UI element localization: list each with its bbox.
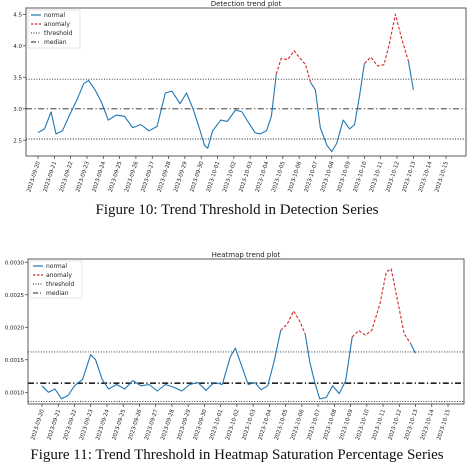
normal-series-line (304, 333, 353, 400)
x-tick-label: 2023-09-21 (47, 409, 63, 441)
y-tick-label: 4.5 (13, 12, 22, 18)
x-tick-label: 2023-09-25 (108, 160, 124, 193)
x-tick-label: 2023-09-27 (144, 408, 160, 441)
x-tick-label: 2023-10-05 (274, 408, 290, 441)
anomaly-series-line (351, 268, 412, 344)
normal-series-line (410, 343, 416, 354)
x-tick-label: 2023-10-12 (388, 409, 404, 441)
x-tick-label: 2023-09-30 (190, 160, 206, 193)
legend-label: anomaly (46, 272, 72, 279)
x-tick-label: 2023-10-03 (241, 408, 257, 441)
x-tick-label: 2023-09-24 (92, 160, 108, 193)
y-tick-label: 0.0010 (5, 390, 25, 396)
y-tick-label: 3.5 (13, 75, 22, 81)
x-tick-label: 2023-09-23 (79, 408, 95, 441)
x-tick-label: 2023-09-22 (59, 161, 75, 193)
y-tick-label: 4.0 (13, 44, 22, 50)
x-tick-label: 2023-10-12 (385, 161, 401, 193)
x-tick-label: 2023-10-01 (209, 409, 225, 441)
anomaly-series-line (280, 310, 306, 335)
x-tick-label: 2023-10-08 (323, 408, 339, 441)
x-tick-label: 2023-10-02 (225, 409, 241, 441)
x-tick-label: 2023-09-20 (30, 408, 46, 441)
x-tick-label: 2023-10-14 (418, 160, 434, 193)
x-tick-label: 2023-10-15 (436, 408, 452, 441)
x-tick-label: 2023-10-09 (336, 160, 352, 193)
x-tick-label: 2023-10-13 (402, 160, 418, 193)
figure-caption: Figure 10: Trend Threshold in Detection … (95, 202, 379, 218)
normal-series-line (41, 330, 282, 400)
legend-box (27, 9, 81, 49)
plot-frame (27, 258, 465, 405)
x-tick-label: 2023-10-13 (404, 408, 420, 441)
y-tick-label: 0.0015 (5, 358, 25, 364)
x-tick-label: 2023-09-23 (75, 160, 91, 193)
x-tick-label: 2023-10-01 (206, 161, 222, 193)
legend-label: median (46, 290, 69, 297)
x-tick-label: 2023-10-03 (238, 160, 254, 193)
anomaly-series-line (275, 50, 312, 83)
anomaly-series-line (364, 13, 410, 67)
figure-caption: Figure 11: Trend Threshold in Heatmap Sa… (30, 447, 444, 463)
legend: normal anomaly threshold median (27, 9, 81, 49)
x-tick-label: 2023-09-26 (128, 408, 144, 441)
x-tick-label: 2023-10-10 (355, 408, 371, 441)
x-tick-label: 2023-10-11 (371, 409, 387, 441)
legend-label: median (44, 39, 67, 46)
x-tick-label: 2023-09-25 (112, 408, 128, 441)
detection-trend-chart: Detection trend plot 2.5 3.0 3.5 4.0 4.5 2023… (13, 0, 467, 193)
y-tick-label: 3.0 (13, 107, 22, 113)
x-tick-label: 2023-10-05 (271, 160, 287, 193)
normal-series-line (37, 74, 277, 149)
normal-series-line (407, 61, 414, 90)
x-tick-label: 2023-09-27 (141, 160, 157, 193)
x-tick-label: 2023-10-10 (353, 160, 369, 193)
y-tick-label: 0.0025 (5, 293, 25, 299)
normal-series-line (310, 63, 365, 153)
legend-box (29, 260, 83, 299)
x-tick-label: 2023-09-26 (124, 160, 140, 193)
x-tick-label: 2023-10-14 (420, 408, 436, 441)
x-tick-label: 2023-09-24 (95, 408, 111, 441)
x-tick-label: 2023-10-07 (306, 408, 322, 441)
x-tick-label: 2023-09-30 (193, 408, 209, 441)
x-tick-label: 2023-09-21 (43, 161, 59, 193)
x-tick-label: 2023-10-09 (339, 408, 355, 441)
legend-label: normal (44, 12, 65, 19)
y-tick-label: 0.0030 (5, 260, 25, 266)
x-tick-label: 2023-10-11 (369, 161, 385, 193)
legend: normal anomaly threshold median (29, 260, 83, 299)
chart-title: Detection trend plot (211, 0, 282, 8)
x-tick-label: 2023-09-28 (157, 160, 173, 193)
x-tick-label: 2023-10-04 (255, 160, 271, 193)
x-tick-label: 2023-10-06 (287, 160, 303, 193)
x-tick-label: 2023-10-06 (290, 408, 306, 441)
x-tick-label: 2023-09-20 (26, 160, 42, 193)
x-tick-label: 2023-09-29 (173, 160, 189, 193)
x-tick-label: 2023-10-07 (304, 160, 320, 193)
chart-title: Heatmap trend plot (212, 251, 281, 259)
x-tick-label: 2023-09-22 (63, 409, 79, 441)
y-tick-label: 2.5 (13, 138, 22, 144)
y-tick-label: 0.0020 (5, 325, 25, 331)
legend-label: anomaly (44, 21, 70, 28)
legend-label: threshold (44, 30, 72, 37)
x-tick-label: 2023-10-15 (434, 160, 450, 193)
x-tick-label: 2023-09-28 (160, 408, 176, 441)
heatmap-trend-chart: Heatmap trend plot 0.0010 0.0015 0.0020 0.0… (5, 251, 465, 441)
legend-label: threshold (46, 281, 74, 288)
x-tick-label: 2023-10-04 (258, 408, 274, 441)
x-tick-label: 2023-09-29 (176, 408, 192, 441)
legend-label: normal (46, 263, 67, 270)
plot-frame (25, 7, 467, 157)
x-tick-label: 2023-10-02 (222, 161, 238, 193)
x-tick-label: 2023-10-08 (320, 160, 336, 193)
